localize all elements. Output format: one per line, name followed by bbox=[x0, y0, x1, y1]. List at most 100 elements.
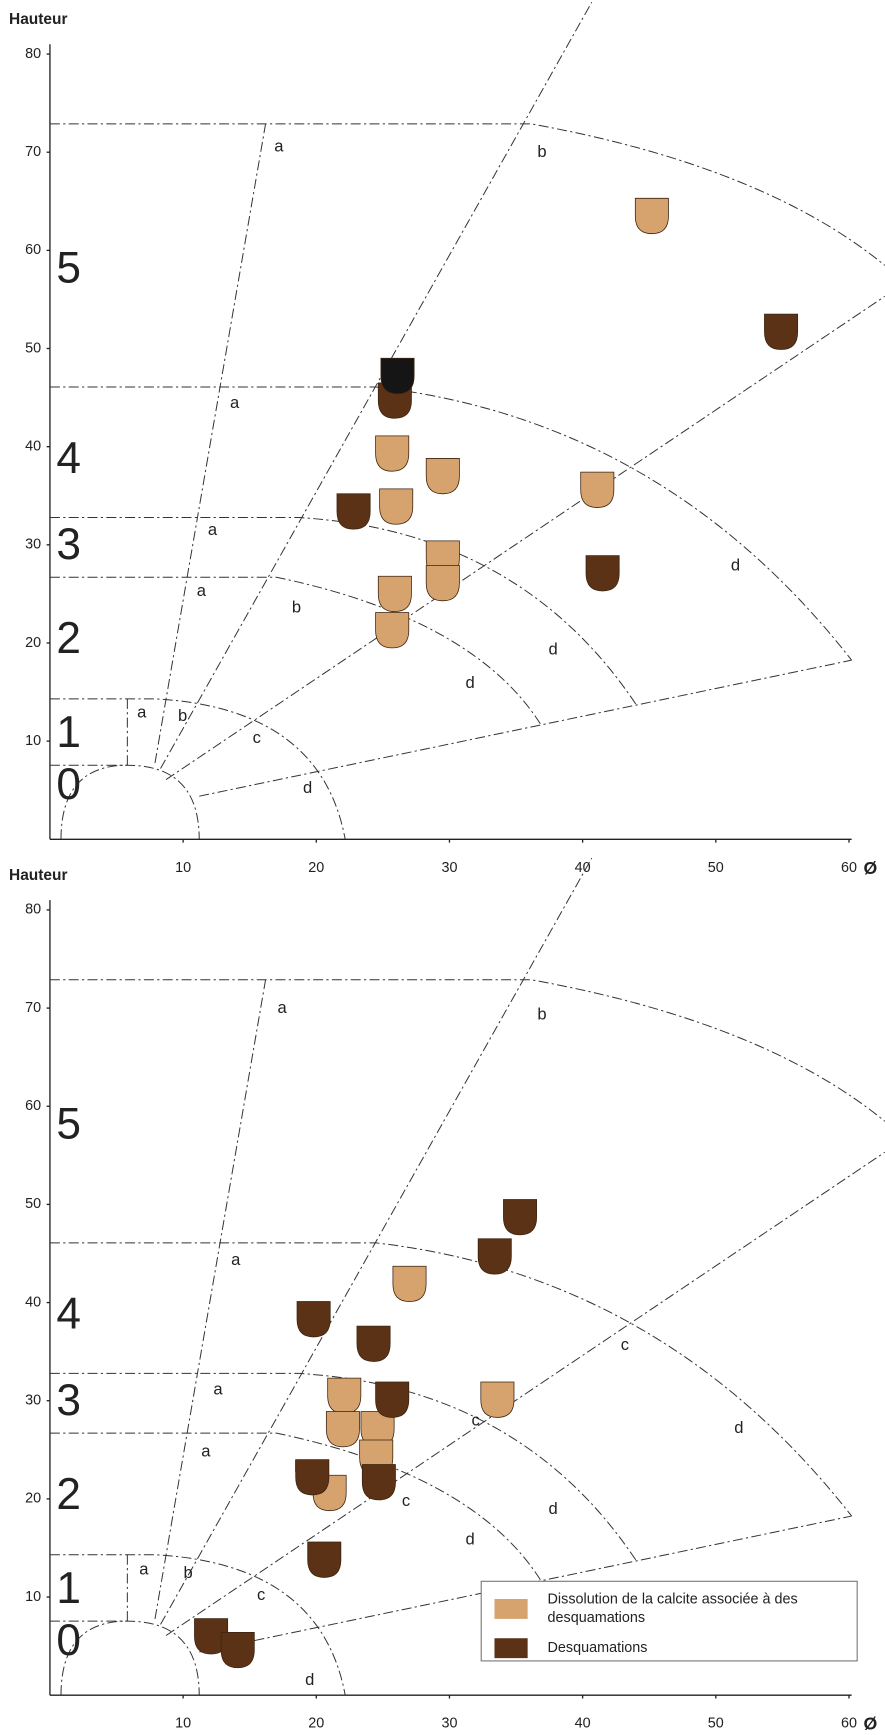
line-letter: b bbox=[537, 142, 546, 161]
zone-boundary bbox=[60, 764, 128, 840]
x-tick-label: 60 bbox=[841, 860, 857, 876]
x-tick-label: 20 bbox=[308, 1716, 324, 1732]
zone-boundary bbox=[49, 576, 543, 727]
vessel bbox=[425, 458, 460, 495]
zone-label: 1 bbox=[56, 1564, 81, 1613]
y-tick-label: 40 bbox=[25, 438, 41, 454]
x-tick-label: 60 bbox=[841, 1716, 857, 1732]
vessel bbox=[327, 1377, 362, 1414]
x-tick-label: 40 bbox=[575, 860, 591, 876]
y-tick-label: 20 bbox=[25, 1491, 41, 1507]
line-letter: b bbox=[537, 1004, 546, 1023]
legend-label: Dissolution de la calcite associée à des… bbox=[547, 1590, 798, 1626]
vessel bbox=[220, 1631, 255, 1669]
zone-label: 0 bbox=[56, 1616, 81, 1665]
y-axis-label: Hauteur bbox=[9, 11, 67, 28]
x-tick-label: 20 bbox=[308, 860, 324, 876]
vessel bbox=[375, 1381, 410, 1418]
x-tick-label: 30 bbox=[441, 1716, 457, 1732]
line-letter: d bbox=[548, 640, 557, 659]
vessel bbox=[425, 565, 460, 602]
legend-swatch bbox=[494, 1638, 528, 1659]
vessel bbox=[375, 612, 410, 649]
line-letter: a bbox=[201, 1441, 211, 1460]
line-letter: d bbox=[548, 1499, 557, 1518]
legend-label: Desquamations bbox=[547, 1638, 648, 1656]
zone-boundary bbox=[49, 979, 885, 1122]
x-axis-label: Ø bbox=[864, 858, 878, 878]
y-tick-label: 60 bbox=[25, 1098, 41, 1114]
zone-label: 5 bbox=[56, 244, 81, 293]
zone-boundary bbox=[49, 1620, 200, 1696]
line-letter: a bbox=[230, 393, 240, 412]
y-tick-label: 40 bbox=[25, 1294, 41, 1310]
zone-label: 5 bbox=[56, 1099, 81, 1148]
line-letter: c bbox=[257, 1585, 265, 1604]
zone-boundary bbox=[154, 123, 267, 764]
line-letter: b bbox=[178, 706, 187, 725]
vessel bbox=[361, 1464, 396, 1501]
zone-label: 4 bbox=[56, 1290, 81, 1339]
zone-label: 2 bbox=[56, 1470, 81, 1519]
y-tick-label: 30 bbox=[25, 537, 41, 553]
y-tick-label: 80 bbox=[25, 902, 41, 918]
line-letter: a bbox=[231, 1250, 241, 1269]
legend-entry: Desquamations bbox=[547, 1638, 648, 1656]
x-tick-label: 30 bbox=[441, 860, 457, 876]
line-letter: a bbox=[208, 520, 218, 539]
line-letter: a bbox=[213, 1379, 223, 1398]
zone-label: 3 bbox=[56, 1376, 81, 1425]
zone-boundary bbox=[49, 764, 200, 840]
x-tick-label: 40 bbox=[575, 1716, 591, 1732]
line-letter: c bbox=[253, 728, 261, 747]
line-letter: d bbox=[734, 1418, 743, 1437]
zone-label: 1 bbox=[56, 708, 81, 757]
y-tick-label: 50 bbox=[25, 340, 41, 356]
vessel bbox=[307, 1541, 342, 1578]
y-tick-label: 10 bbox=[25, 1589, 41, 1605]
vessel bbox=[379, 488, 414, 525]
zone-label: 4 bbox=[56, 434, 81, 483]
x-tick-label: 50 bbox=[708, 860, 724, 876]
line-letter: b bbox=[184, 1563, 193, 1582]
line-letter: a bbox=[139, 1560, 149, 1579]
zone-boundary bbox=[154, 979, 267, 1619]
zone-boundary bbox=[49, 517, 637, 705]
line-letter: d bbox=[303, 778, 312, 797]
line-letter: a bbox=[137, 703, 147, 722]
chart: Hauteur Ø 10 20 30 40 50 60 70 80 10 20 30 40 50 60 01 2 3… bbox=[9, 857, 885, 1734]
x-tick-label: 50 bbox=[708, 1716, 724, 1732]
legend-swatch bbox=[494, 1598, 528, 1619]
vessel bbox=[295, 1459, 330, 1496]
zone-boundary bbox=[160, 1, 593, 769]
chart: Hauteur Ø 10 20 30 40 50 60 70 80 10 20 30 40 50 60 01 2 3… bbox=[9, 1, 885, 878]
x-tick-label: 10 bbox=[175, 1716, 191, 1732]
line-letter: c bbox=[621, 1335, 629, 1354]
y-tick-label: 20 bbox=[25, 635, 41, 651]
zone-boundary bbox=[49, 1242, 853, 1517]
x-tick-label: 10 bbox=[175, 860, 191, 876]
vessel bbox=[336, 493, 371, 530]
zone-boundary bbox=[165, 1151, 885, 1636]
zone-boundary bbox=[60, 1620, 128, 1696]
line-letter: a bbox=[197, 581, 207, 600]
zone-boundary bbox=[49, 123, 885, 266]
vessel bbox=[503, 1199, 538, 1236]
y-tick-label: 50 bbox=[25, 1196, 41, 1212]
vessel bbox=[580, 471, 615, 508]
y-tick-label: 10 bbox=[25, 733, 41, 749]
y-tick-label: 60 bbox=[25, 242, 41, 258]
vessel bbox=[392, 1265, 427, 1302]
zone-boundary bbox=[49, 698, 346, 840]
zone-label: 3 bbox=[56, 520, 81, 569]
zone-boundary bbox=[199, 659, 852, 797]
vessel bbox=[356, 1325, 391, 1362]
y-axis-label: Hauteur bbox=[9, 867, 67, 884]
zone-boundary bbox=[160, 857, 593, 1625]
y-tick-label: 70 bbox=[25, 144, 41, 160]
line-letter: b bbox=[292, 598, 301, 617]
zone-boundary bbox=[165, 295, 885, 781]
line-letter: a bbox=[278, 998, 288, 1017]
legend-entry: Dissolution de la calcite associée à des… bbox=[547, 1590, 798, 1626]
